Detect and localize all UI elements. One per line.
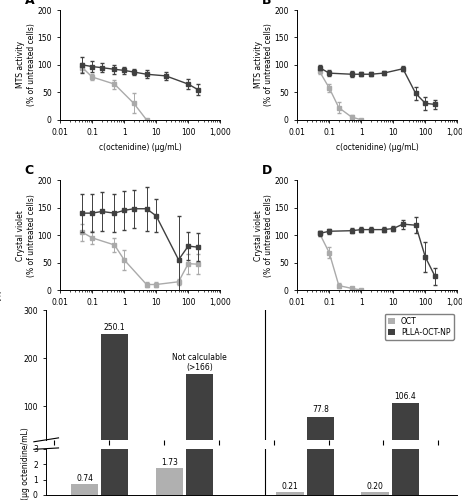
Text: C: C	[25, 164, 34, 177]
Text: B: B	[262, 0, 271, 6]
Bar	[156, 468, 183, 495]
Y-axis label: IC₅₀ (µg octenidine/mL): IC₅₀ (µg octenidine/mL)	[21, 428, 30, 500]
Text: E: E	[0, 290, 1, 304]
Y-axis label: Crystal violet
(% of untreated cells): Crystal violet (% of untreated cells)	[254, 194, 273, 276]
Text: 0.20: 0.20	[367, 482, 383, 491]
Text: 250.1: 250.1	[104, 322, 126, 332]
X-axis label: c(octenidine) (µg/mL): c(octenidine) (µg/mL)	[99, 142, 182, 152]
Text: Not calculable
(>166): Not calculable (>166)	[172, 352, 227, 372]
Bar	[307, 448, 334, 495]
Bar	[361, 492, 389, 495]
Bar	[186, 448, 213, 495]
Bar	[392, 403, 419, 454]
Bar	[101, 448, 128, 495]
Legend: OCT, PLLA-OCT-NP: OCT, PLLA-OCT-NP	[385, 314, 454, 340]
Bar	[71, 484, 98, 495]
Bar	[101, 334, 128, 454]
Text: A: A	[25, 0, 35, 6]
Text: 77.8: 77.8	[312, 406, 329, 414]
X-axis label: c(octenidine) (µg/mL): c(octenidine) (µg/mL)	[336, 142, 419, 152]
Bar	[276, 492, 304, 495]
Y-axis label: MTS activity
(% of untreated cells): MTS activity (% of untreated cells)	[17, 24, 36, 106]
Y-axis label: Crystal violet
(% of untreated cells): Crystal violet (% of untreated cells)	[17, 194, 36, 276]
Y-axis label: MTS activity
(% of untreated cells): MTS activity (% of untreated cells)	[254, 24, 273, 106]
Bar	[186, 374, 213, 454]
Text: 106.4: 106.4	[395, 392, 416, 400]
Bar	[392, 448, 419, 495]
Text: 1.73: 1.73	[161, 458, 178, 468]
Bar	[307, 417, 334, 454]
Text: 0.74: 0.74	[76, 474, 93, 482]
X-axis label: c(octenidine) (µg/mL): c(octenidine) (µg/mL)	[336, 313, 419, 322]
X-axis label: c(octenidine) (µg/mL): c(octenidine) (µg/mL)	[99, 313, 182, 322]
Text: D: D	[262, 164, 272, 177]
Text: 0.21: 0.21	[282, 482, 298, 491]
